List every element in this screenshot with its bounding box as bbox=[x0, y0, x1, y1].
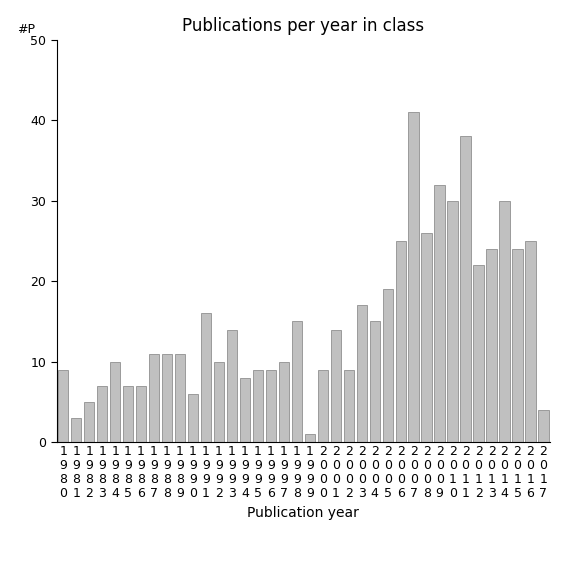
Bar bbox=[71, 418, 82, 442]
Bar bbox=[383, 289, 393, 442]
Bar bbox=[162, 354, 172, 442]
Bar bbox=[473, 265, 484, 442]
Bar bbox=[227, 329, 237, 442]
Bar bbox=[149, 354, 159, 442]
Bar bbox=[58, 370, 69, 442]
Bar bbox=[110, 362, 120, 442]
Bar bbox=[278, 362, 289, 442]
Bar bbox=[396, 241, 406, 442]
Bar bbox=[370, 321, 380, 442]
Bar bbox=[421, 233, 432, 442]
Bar bbox=[304, 434, 315, 442]
Text: #P: #P bbox=[17, 23, 35, 36]
Bar bbox=[201, 314, 211, 442]
Bar bbox=[318, 370, 328, 442]
Bar bbox=[344, 370, 354, 442]
Bar bbox=[486, 249, 497, 442]
Bar bbox=[253, 370, 263, 442]
Bar bbox=[136, 386, 146, 442]
Bar bbox=[240, 378, 250, 442]
Bar bbox=[291, 321, 302, 442]
Bar bbox=[123, 386, 133, 442]
Bar bbox=[188, 394, 198, 442]
Bar bbox=[331, 329, 341, 442]
Bar bbox=[538, 410, 549, 442]
Title: Publications per year in class: Publications per year in class bbox=[182, 18, 425, 35]
Bar bbox=[214, 362, 224, 442]
Bar bbox=[500, 201, 510, 442]
Bar bbox=[84, 402, 94, 442]
Bar bbox=[513, 249, 523, 442]
Bar bbox=[266, 370, 276, 442]
Bar bbox=[447, 201, 458, 442]
Bar bbox=[525, 241, 536, 442]
Bar bbox=[97, 386, 107, 442]
Bar bbox=[408, 112, 419, 442]
Bar bbox=[460, 136, 471, 442]
Bar bbox=[357, 306, 367, 442]
X-axis label: Publication year: Publication year bbox=[247, 506, 359, 519]
Bar bbox=[175, 354, 185, 442]
Bar bbox=[434, 185, 445, 442]
